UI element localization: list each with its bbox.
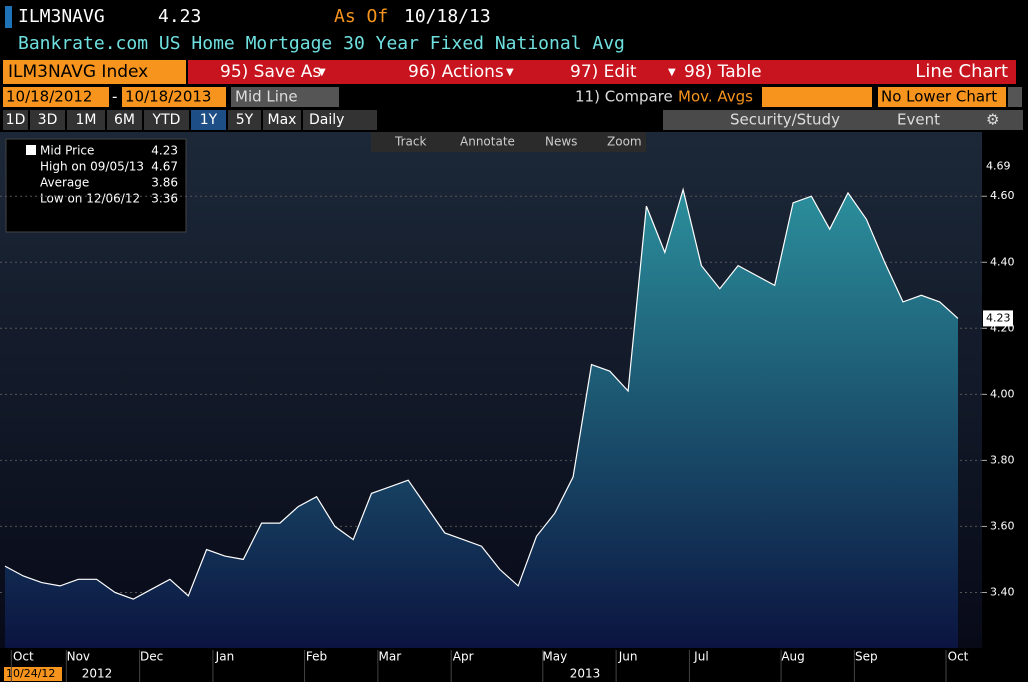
x-tick-label: Sep: [855, 650, 878, 664]
x-tick-label: Mar: [379, 650, 402, 664]
security[interactable]: ILM3NAVG Index: [8, 62, 148, 82]
period-button[interactable]: [228, 110, 261, 130]
study[interactable]: Security/Study: [730, 111, 840, 129]
chart-tool[interactable]: Track: [394, 135, 426, 149]
period-button[interactable]: [144, 110, 189, 130]
year-label: 2012: [82, 667, 113, 681]
legend-label: Average: [40, 176, 89, 190]
marker-box: [983, 158, 1013, 175]
x-tick-label: Oct: [13, 650, 34, 664]
x-tick-label: Dec: [140, 650, 163, 664]
toolbar-button[interactable]: 96) Actions: [408, 62, 504, 82]
start-label: 10/24/12: [6, 667, 55, 680]
period-label[interactable]: 1M: [76, 112, 97, 128]
ticker: ILM3NAVG: [18, 6, 105, 27]
dropdown[interactable]: [1008, 87, 1022, 107]
mov-avg-boxes[interactable]: [762, 87, 872, 107]
period-button[interactable]: [191, 110, 226, 130]
end-box[interactable]: [122, 87, 226, 107]
marker-label: 4.69: [986, 160, 1011, 173]
period-label[interactable]: 6M: [114, 112, 135, 128]
x-tick-label: Jun: [618, 650, 638, 664]
x-tick-label: Aug: [781, 650, 804, 664]
marker-label: 4.23: [986, 311, 1011, 324]
period-button[interactable]: [30, 110, 65, 130]
legend-label: Mid Price: [40, 144, 94, 158]
chart-kind[interactable]: Line Chart: [915, 61, 1008, 82]
period-button[interactable]: [3, 110, 28, 130]
security-box[interactable]: [3, 60, 186, 84]
period-label[interactable]: 1Y: [200, 112, 218, 128]
dash: -: [112, 88, 117, 106]
x-tick-label: Oct: [948, 650, 969, 664]
dropdown-arrow[interactable]: ▼: [668, 67, 676, 78]
mode[interactable]: Mid Line: [235, 88, 298, 106]
lower-box[interactable]: [878, 87, 1006, 107]
x-tick-label: Jul: [693, 650, 708, 664]
legend-swatch: [26, 145, 36, 155]
start-label-box: [4, 667, 62, 681]
mov-avgs[interactable]: Mov. Avgs: [678, 88, 753, 106]
mode-box[interactable]: [231, 87, 339, 107]
y-tick-label: 4.00: [990, 387, 1015, 400]
line: [4, 187, 959, 600]
legend-label: High on 09/05/13: [40, 160, 144, 174]
x-tick-label: May: [542, 650, 567, 664]
red-toolbar: [188, 60, 1016, 84]
dropdown-arrow[interactable]: ▼: [506, 67, 514, 78]
dropdown-arrow[interactable]: ▼: [318, 67, 326, 78]
x-tick-label: Feb: [306, 650, 327, 664]
legend-label: Low on 12/06/12: [40, 192, 140, 206]
period-label[interactable]: 5Y: [236, 112, 254, 128]
chart-tool[interactable]: News: [545, 135, 577, 149]
ticker-bar: [5, 6, 12, 28]
frequency[interactable]: Daily: [309, 112, 344, 128]
start-box[interactable]: [3, 87, 109, 107]
toolbar-button[interactable]: 98) Table: [684, 62, 762, 82]
range-start[interactable]: 10/18/2012: [6, 88, 92, 106]
period-label[interactable]: 1D: [6, 112, 26, 128]
x-tick-label: Nov: [67, 650, 90, 664]
y-tick-label: 3.40: [990, 585, 1015, 598]
x-tick-label: Apr: [453, 650, 474, 664]
y-tick-label: 3.60: [990, 519, 1015, 532]
x-tick-label: Jan: [215, 650, 235, 664]
subtitle: Bankrate.com US Home Mortgage 30 Year Fi…: [18, 33, 625, 54]
y-tick-label: 4.60: [990, 189, 1015, 202]
toolbar-button[interactable]: 95) Save As: [220, 62, 321, 82]
period-label[interactable]: 3D: [38, 112, 58, 128]
legend-value: 4.23: [151, 144, 178, 158]
range-end[interactable]: 10/18/2013: [125, 88, 211, 106]
event[interactable]: Event: [897, 111, 940, 129]
study-bar: [663, 110, 1023, 130]
period-label[interactable]: Max: [268, 112, 297, 128]
lower-chart[interactable]: No Lower Chart: [881, 88, 997, 106]
chart-tools-bar: [371, 132, 646, 152]
as-of-label: As Of: [334, 6, 388, 27]
area: [5, 189, 958, 648]
price: 4.23: [158, 6, 201, 27]
y-tick-label: 3.80: [990, 453, 1015, 466]
period-button[interactable]: [67, 110, 105, 130]
legend-value: 3.36: [151, 192, 178, 206]
legend-value: 4.67: [151, 160, 178, 174]
marker-box: [983, 310, 1013, 327]
period-button[interactable]: [107, 110, 142, 130]
as-of-date: 10/18/13: [404, 6, 491, 27]
toolbar-button[interactable]: 97) Edit: [570, 62, 637, 82]
chart-tool[interactable]: Annotate: [460, 135, 515, 149]
chart-tool[interactable]: Zoom: [607, 135, 642, 149]
compare[interactable]: 11) Compare: [575, 88, 673, 106]
legend-value: 3.86: [151, 176, 178, 190]
period-button[interactable]: [263, 110, 301, 130]
y-tick-label: 4.40: [990, 255, 1015, 268]
period-label[interactable]: YTD: [152, 112, 181, 128]
x-axis-band: [0, 650, 1028, 682]
year-label: 2013: [570, 667, 601, 681]
frequency-box[interactable]: [303, 110, 377, 130]
settings[interactable]: ⚙: [986, 111, 999, 129]
